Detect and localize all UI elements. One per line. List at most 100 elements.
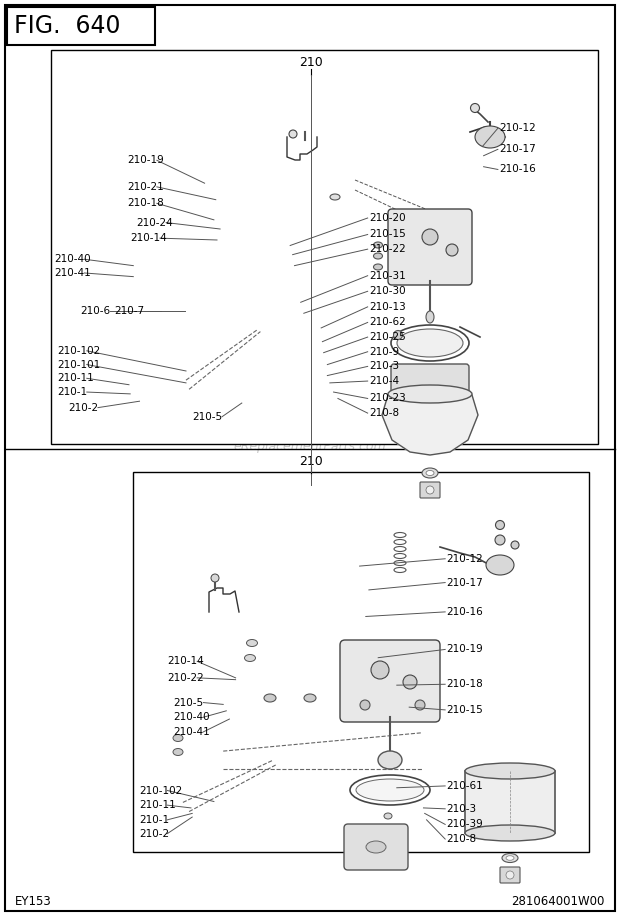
Text: 210-39: 210-39 [446, 820, 483, 829]
Text: 210-24: 210-24 [136, 218, 173, 227]
Text: 210-19: 210-19 [446, 645, 483, 654]
Text: 210-11: 210-11 [140, 801, 176, 810]
Text: 210-5: 210-5 [192, 412, 223, 421]
Text: FIG.  640: FIG. 640 [14, 14, 120, 38]
FancyBboxPatch shape [391, 364, 469, 400]
Text: 210-101: 210-101 [57, 360, 100, 369]
Text: 210-15: 210-15 [369, 230, 405, 239]
Ellipse shape [394, 331, 402, 340]
Ellipse shape [378, 751, 402, 769]
Text: EY153: EY153 [15, 895, 51, 908]
Ellipse shape [388, 385, 472, 403]
Polygon shape [382, 395, 478, 455]
Ellipse shape [360, 700, 370, 710]
Text: 210-2: 210-2 [140, 829, 170, 838]
Text: 210: 210 [299, 56, 323, 69]
Text: 210-16: 210-16 [446, 607, 483, 616]
Text: 210-41: 210-41 [174, 727, 210, 736]
Text: 210-21: 210-21 [127, 182, 164, 191]
Ellipse shape [506, 856, 514, 860]
Bar [7, 7, 155, 45]
Text: 210-9: 210-9 [369, 347, 399, 356]
Bar [465, 771, 555, 833]
Text: 210-17: 210-17 [499, 145, 536, 154]
Ellipse shape [495, 520, 505, 529]
Text: 210-20: 210-20 [369, 213, 405, 223]
FancyBboxPatch shape [500, 867, 520, 883]
Text: 210-40: 210-40 [55, 255, 91, 264]
Ellipse shape [486, 555, 514, 575]
Text: 210-40: 210-40 [174, 713, 210, 722]
Text: 210-25: 210-25 [369, 333, 405, 342]
Ellipse shape [356, 779, 424, 801]
Ellipse shape [247, 639, 257, 647]
Ellipse shape [366, 841, 386, 853]
Bar [133, 472, 589, 852]
Ellipse shape [495, 535, 505, 545]
Ellipse shape [502, 854, 518, 863]
Text: 210-102: 210-102 [57, 346, 100, 355]
Text: eReplacementParts.com: eReplacementParts.com [234, 440, 386, 453]
Text: 210-62: 210-62 [369, 318, 405, 327]
Text: 210-7: 210-7 [115, 307, 145, 316]
Ellipse shape [373, 264, 383, 270]
Ellipse shape [465, 763, 555, 779]
FancyBboxPatch shape [388, 209, 472, 285]
Ellipse shape [397, 329, 463, 357]
Ellipse shape [371, 661, 389, 679]
Text: 210-1: 210-1 [57, 387, 87, 397]
Text: 210-11: 210-11 [57, 374, 94, 383]
Text: 210-17: 210-17 [446, 578, 483, 587]
Text: 210-19: 210-19 [127, 156, 164, 165]
Text: 210-4: 210-4 [369, 376, 399, 386]
Text: 210-15: 210-15 [446, 705, 483, 714]
Text: 210-14: 210-14 [130, 234, 167, 243]
Text: 210-41: 210-41 [55, 268, 91, 278]
Text: 210-22: 210-22 [369, 245, 405, 254]
Ellipse shape [426, 311, 434, 323]
Text: 210-1: 210-1 [140, 815, 170, 824]
Ellipse shape [446, 244, 458, 256]
Ellipse shape [173, 748, 183, 756]
Text: 210-30: 210-30 [369, 287, 405, 296]
Text: 210-23: 210-23 [369, 394, 405, 403]
Ellipse shape [511, 541, 519, 549]
Text: 210-18: 210-18 [127, 199, 164, 208]
Text: 210-14: 210-14 [167, 657, 204, 666]
Text: 210-13: 210-13 [369, 302, 405, 311]
Text: 210-6: 210-6 [81, 307, 111, 316]
Ellipse shape [264, 694, 276, 702]
Ellipse shape [475, 126, 505, 148]
Ellipse shape [422, 468, 438, 478]
Ellipse shape [465, 825, 555, 841]
Text: 210-31: 210-31 [369, 271, 405, 280]
Ellipse shape [304, 694, 316, 702]
Ellipse shape [384, 813, 392, 819]
Text: 210-8: 210-8 [446, 834, 477, 844]
FancyBboxPatch shape [340, 640, 440, 722]
Text: 210-22: 210-22 [167, 673, 204, 682]
Text: 210-12: 210-12 [499, 124, 536, 133]
Ellipse shape [373, 242, 383, 248]
Text: 281064001W00: 281064001W00 [512, 895, 605, 908]
Ellipse shape [330, 194, 340, 200]
Text: 210-102: 210-102 [140, 786, 183, 795]
Text: 210-3: 210-3 [446, 804, 477, 813]
Ellipse shape [373, 253, 383, 259]
Text: 210-16: 210-16 [499, 165, 536, 174]
Text: 210-8: 210-8 [369, 409, 399, 418]
FancyBboxPatch shape [344, 824, 408, 870]
Text: 210-61: 210-61 [446, 781, 483, 791]
Ellipse shape [211, 574, 219, 582]
Text: 210: 210 [299, 455, 323, 468]
Ellipse shape [506, 871, 514, 879]
Ellipse shape [173, 735, 183, 741]
Ellipse shape [289, 130, 297, 138]
Bar [51, 50, 598, 444]
Text: 210-3: 210-3 [369, 362, 399, 371]
Text: 210-12: 210-12 [446, 554, 483, 563]
Ellipse shape [426, 471, 434, 475]
Ellipse shape [244, 655, 255, 661]
Ellipse shape [426, 486, 434, 494]
Text: 210-5: 210-5 [174, 698, 204, 707]
